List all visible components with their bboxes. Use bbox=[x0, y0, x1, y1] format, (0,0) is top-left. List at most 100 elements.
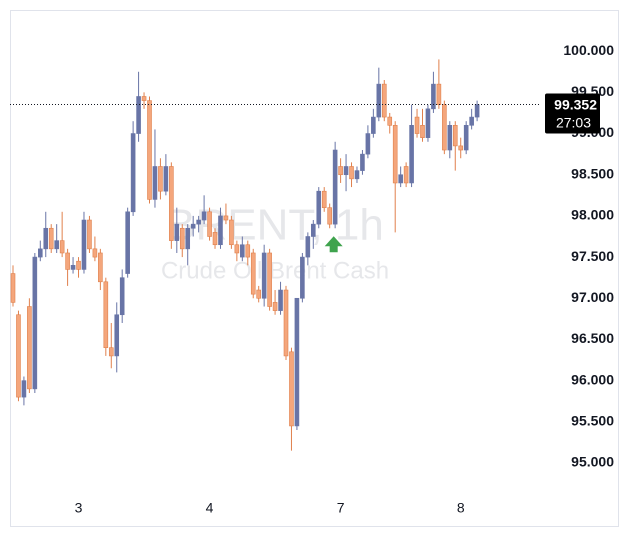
candle-body bbox=[305, 236, 311, 258]
candle-body bbox=[190, 223, 196, 229]
y-tick-label: 98.500 bbox=[571, 165, 614, 181]
candle-body bbox=[447, 125, 453, 151]
candle-body bbox=[152, 166, 158, 200]
last-price-box bbox=[545, 93, 600, 134]
candle-body bbox=[376, 83, 382, 118]
candle-body bbox=[442, 104, 447, 151]
candle-body bbox=[469, 116, 474, 126]
watermark-subtitle: Crude Oil Brent Cash bbox=[161, 257, 389, 284]
candle-body bbox=[108, 347, 114, 357]
candle-body bbox=[387, 116, 393, 126]
y-tick-label: 98.000 bbox=[571, 207, 614, 223]
candle-body bbox=[119, 277, 125, 316]
candle-body bbox=[130, 133, 136, 213]
candle-body bbox=[398, 174, 403, 184]
x-tick-label: 3 bbox=[75, 500, 83, 516]
candle-body bbox=[245, 244, 251, 258]
watermark-title: BRENT, 1h bbox=[166, 201, 384, 250]
candle-body bbox=[332, 149, 338, 225]
candle-body bbox=[458, 145, 464, 151]
candle-body bbox=[365, 133, 371, 155]
candle-body bbox=[169, 166, 174, 241]
candle-body bbox=[229, 219, 234, 246]
candle-body bbox=[431, 83, 436, 110]
signal-arrow bbox=[324, 236, 343, 253]
candle-body bbox=[338, 166, 343, 176]
candle-body bbox=[474, 104, 480, 118]
candle-body bbox=[223, 215, 229, 221]
candle-body bbox=[125, 211, 130, 274]
candle-body bbox=[16, 314, 21, 398]
candle-body bbox=[136, 96, 141, 134]
candle-body bbox=[87, 219, 92, 250]
candle-body bbox=[103, 281, 109, 348]
candle-body bbox=[343, 166, 349, 176]
y-tick-label: 96.500 bbox=[571, 330, 614, 346]
candle-body bbox=[250, 252, 256, 295]
candle-body bbox=[321, 190, 327, 208]
candle-body bbox=[240, 244, 245, 258]
candle-body bbox=[59, 240, 65, 254]
candle-body bbox=[316, 190, 322, 225]
candle-body bbox=[114, 314, 120, 357]
candle-body bbox=[463, 125, 469, 151]
candle-body bbox=[70, 265, 76, 270]
countdown-label: 27:03 bbox=[556, 114, 591, 130]
candle-body bbox=[414, 116, 420, 134]
candle-body bbox=[403, 166, 409, 184]
candle-body bbox=[98, 252, 103, 283]
candle-body bbox=[360, 153, 365, 171]
candle-body bbox=[207, 211, 212, 237]
candle-body bbox=[278, 289, 283, 311]
y-tick-label: 95.500 bbox=[571, 413, 614, 429]
candle-body bbox=[141, 96, 147, 101]
candle-body bbox=[201, 211, 207, 221]
candle-body bbox=[392, 125, 398, 184]
candle-body bbox=[234, 244, 240, 254]
candle-body bbox=[21, 380, 27, 398]
candle-body bbox=[272, 302, 278, 311]
candle-body bbox=[425, 108, 431, 138]
candle-body bbox=[196, 219, 201, 225]
candle-body bbox=[81, 219, 87, 270]
candle-body bbox=[92, 248, 98, 258]
candle-body bbox=[43, 227, 49, 250]
y-tick-label: 95.000 bbox=[571, 454, 614, 470]
y-tick-label: 97.000 bbox=[571, 289, 614, 305]
candle-body bbox=[54, 240, 59, 250]
candle-body bbox=[76, 260, 81, 270]
candle-body bbox=[436, 83, 442, 106]
x-tick-label: 7 bbox=[337, 500, 345, 516]
candle-body bbox=[452, 125, 458, 147]
candle-body bbox=[158, 166, 163, 192]
candle-body bbox=[174, 223, 180, 241]
candle-body bbox=[256, 289, 262, 299]
x-tick-label: 8 bbox=[457, 500, 465, 516]
candle-body bbox=[409, 125, 414, 184]
candle-body bbox=[300, 256, 305, 299]
candle-body bbox=[310, 223, 316, 237]
candle-body bbox=[289, 351, 294, 427]
y-tick-label: 100.000 bbox=[563, 42, 614, 58]
candle-body bbox=[147, 100, 152, 200]
candle-body bbox=[327, 207, 332, 225]
candle-body bbox=[212, 232, 218, 246]
candle-body bbox=[354, 170, 360, 180]
candle-body bbox=[32, 256, 38, 390]
candle-body bbox=[420, 125, 425, 138]
candle-body bbox=[218, 215, 223, 246]
candle-body bbox=[37, 248, 43, 258]
y-tick-label: 97.500 bbox=[571, 248, 614, 264]
candle-body bbox=[48, 227, 54, 250]
y-tick-label: 96.000 bbox=[571, 371, 614, 387]
candle-body bbox=[27, 306, 32, 390]
candle-body bbox=[381, 83, 387, 118]
candle-body bbox=[163, 166, 169, 192]
candle-body bbox=[349, 166, 354, 180]
candle-body bbox=[185, 227, 191, 250]
chart-frame bbox=[10, 10, 619, 527]
candle-body bbox=[65, 252, 70, 270]
candle-body bbox=[283, 289, 289, 357]
candle-body bbox=[179, 227, 185, 250]
